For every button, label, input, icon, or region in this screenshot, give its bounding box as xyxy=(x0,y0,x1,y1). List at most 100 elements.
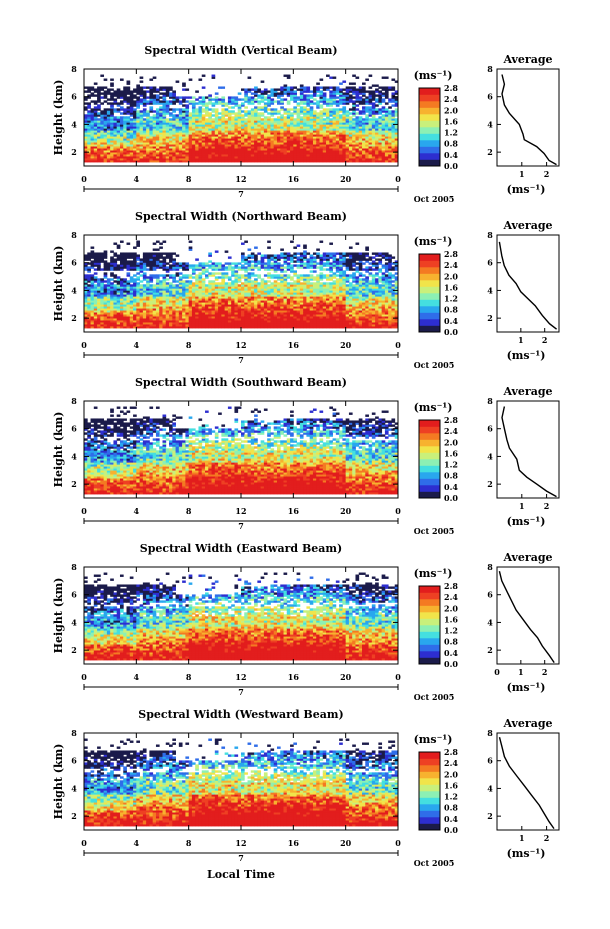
heatmap-cell xyxy=(188,274,193,277)
heatmap-cell xyxy=(97,152,101,155)
heatmap-cell xyxy=(391,122,396,125)
heatmap-cell xyxy=(159,88,163,91)
heatmap-cell xyxy=(247,122,252,125)
heatmap-cell xyxy=(371,130,376,133)
heatmap-cell xyxy=(159,128,163,131)
heatmap-cell xyxy=(224,150,229,153)
heatmap-cell xyxy=(87,106,91,109)
heatmap-cell xyxy=(381,126,386,129)
heatmap-cell xyxy=(110,272,114,275)
heatmap-cell xyxy=(326,122,330,125)
heatmap-cell xyxy=(250,100,255,103)
heatmap-cell xyxy=(169,128,173,131)
heatmap-cell xyxy=(394,150,399,153)
heatmap-cell xyxy=(201,134,206,137)
heatmap-cell xyxy=(227,118,232,121)
heatmap-cell xyxy=(136,116,140,119)
heatmap-cell xyxy=(244,142,248,145)
heatmap-cell xyxy=(87,114,91,117)
heatmap-cell xyxy=(142,108,147,111)
heatmap-cell xyxy=(221,98,226,101)
heatmap-cell xyxy=(119,106,124,109)
heatmap-cell xyxy=(106,122,111,125)
heatmap-cell xyxy=(133,104,137,107)
heatmap-cell xyxy=(205,274,209,277)
heatmap-cell xyxy=(306,126,311,129)
heatmap-cell xyxy=(214,122,219,125)
heatmap-cell xyxy=(214,112,219,115)
heatmap-cell xyxy=(352,106,356,109)
heatmap-cell xyxy=(319,148,324,151)
heatmap-cell xyxy=(211,152,216,155)
heatmap-cell xyxy=(195,102,199,105)
heatmap-cell xyxy=(263,140,268,143)
heatmap-cell xyxy=(299,118,304,121)
heatmap-cell xyxy=(306,142,311,145)
heatmap-cell xyxy=(352,100,356,103)
heatmap-cell xyxy=(198,100,203,103)
heatmap-cell xyxy=(339,128,343,131)
heatmap-cell xyxy=(355,130,360,133)
heatmap-cell xyxy=(329,148,333,151)
heatmap-cell xyxy=(322,114,327,117)
heatmap-cell xyxy=(345,96,350,99)
heatmap-cell xyxy=(93,128,98,131)
heatmap-cell xyxy=(362,134,366,137)
heatmap-cell xyxy=(293,92,297,95)
heatmap-cell xyxy=(97,312,101,315)
heatmap-cell xyxy=(119,140,124,143)
heatmap-cell xyxy=(381,86,386,89)
heatmap-cell xyxy=(375,128,379,131)
heatmap-cell xyxy=(303,110,307,113)
heatmap-cell xyxy=(329,108,333,111)
heatmap-cell xyxy=(198,140,203,143)
heatmap-cell xyxy=(195,90,199,93)
heatmap-cell xyxy=(119,240,124,243)
heatmap-cell xyxy=(286,152,291,155)
heatmap-cell xyxy=(231,142,235,145)
heatmap-cell xyxy=(152,248,157,251)
heatmap-cell xyxy=(97,114,101,117)
heatmap-cell xyxy=(329,124,333,127)
heatmap-cell xyxy=(126,130,131,133)
heatmap-cell xyxy=(237,284,242,287)
heatmap-cell xyxy=(123,252,127,255)
heatmap-cell xyxy=(205,268,209,271)
heatmap-cell xyxy=(126,138,131,141)
heatmap-cell xyxy=(116,140,121,143)
heatmap-cell xyxy=(87,104,91,107)
heatmap-cell xyxy=(90,282,95,285)
heatmap-cell xyxy=(84,154,88,157)
heatmap-cell xyxy=(201,154,206,157)
heatmap-cell xyxy=(290,142,294,145)
heatmap-cell xyxy=(136,272,140,275)
heatmap-cell xyxy=(205,160,209,163)
heatmap-cell xyxy=(371,98,376,101)
heatmap-cell xyxy=(113,148,118,151)
heatmap-cell xyxy=(185,118,190,121)
heatmap-cell xyxy=(394,160,399,163)
heatmap-cell xyxy=(113,280,118,283)
heatmap-cell xyxy=(303,116,307,119)
heatmap-cell xyxy=(106,110,111,113)
heatmap-cell xyxy=(139,90,144,93)
heatmap-cell xyxy=(290,98,294,101)
heatmap-cell xyxy=(133,252,137,255)
heatmap-cell xyxy=(224,266,229,269)
heatmap-cell xyxy=(208,154,212,157)
heatmap-cell xyxy=(244,110,248,113)
heatmap-cell xyxy=(97,290,101,293)
heatmap-cell xyxy=(172,114,176,117)
heatmap-cell xyxy=(241,114,245,117)
heatmap-cell xyxy=(139,122,144,125)
heatmap-cell xyxy=(384,154,389,157)
heatmap-cell xyxy=(87,280,91,283)
heatmap-cell xyxy=(250,134,255,137)
heatmap-cell xyxy=(250,148,255,151)
heatmap-cell xyxy=(332,120,337,123)
y-tick-label: 4 xyxy=(487,119,493,129)
heatmap-cell xyxy=(273,152,278,155)
heatmap-cell xyxy=(110,140,114,143)
heatmap-cell xyxy=(103,284,108,287)
heatmap-cell xyxy=(93,94,98,97)
